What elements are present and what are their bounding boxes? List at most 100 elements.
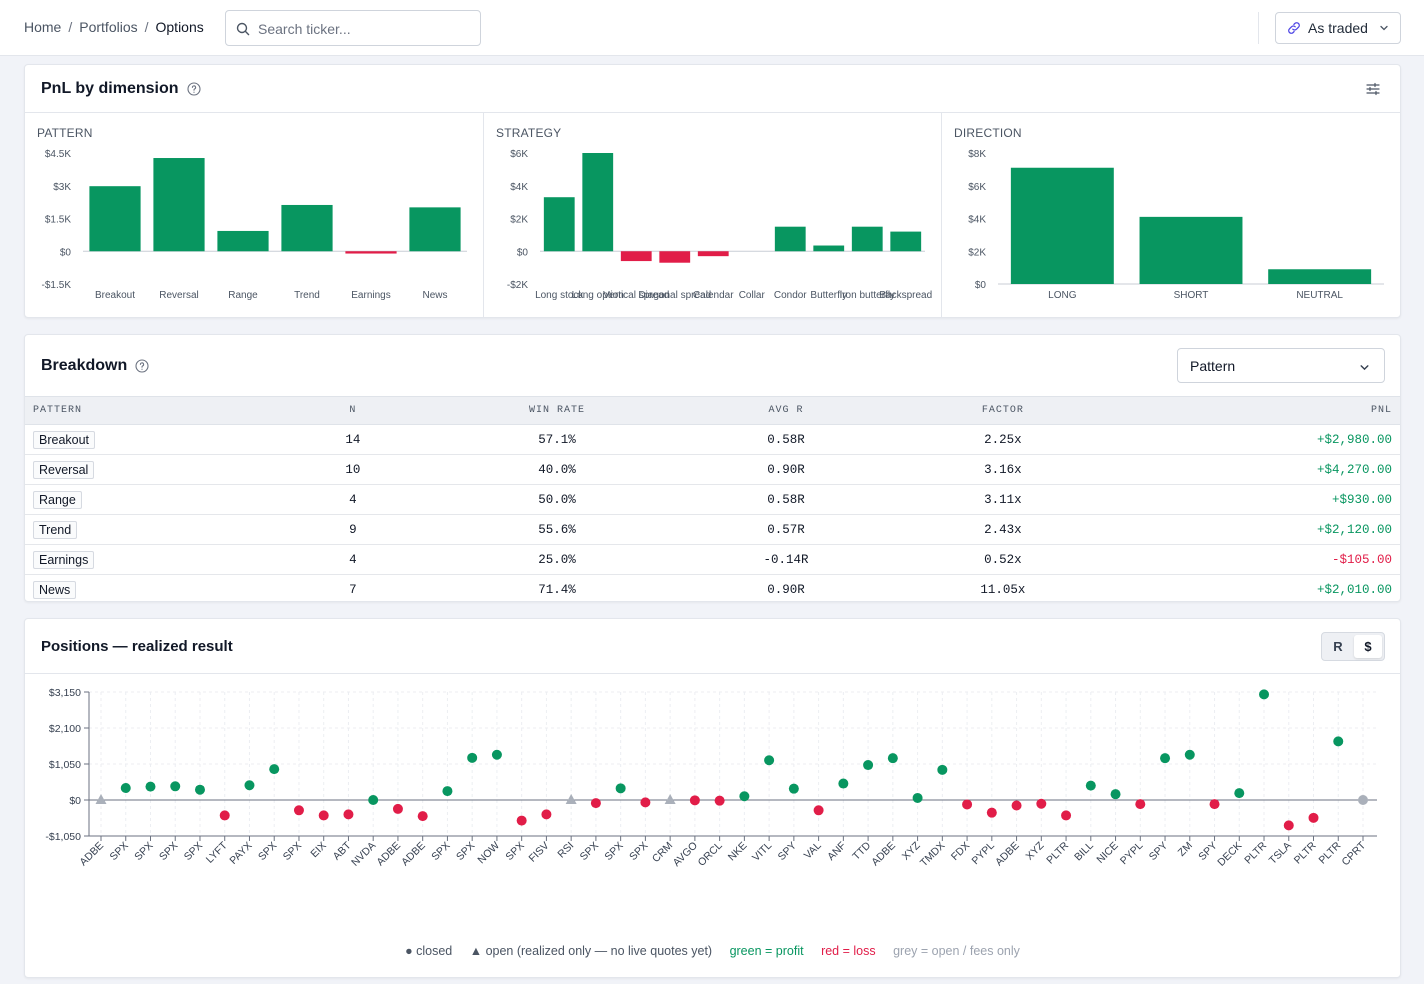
help-icon[interactable] [135,359,149,373]
bar[interactable] [89,186,141,252]
position-point[interactable] [1358,795,1368,805]
position-point[interactable] [244,780,255,791]
search-box[interactable] [225,10,481,46]
position-point[interactable] [417,811,428,822]
position-point[interactable] [838,778,849,789]
breadcrumb-home[interactable]: Home [24,19,62,35]
x-tick-label: Breakout [95,290,135,301]
position-point[interactable] [541,809,552,820]
search-input[interactable] [258,19,473,39]
position-point[interactable] [1110,789,1121,800]
position-point[interactable] [962,799,973,810]
col-header[interactable]: PATTERN [25,396,184,425]
bar[interactable] [1010,167,1114,284]
position-point[interactable] [1085,780,1096,791]
col-header[interactable]: N [183,396,523,425]
breadcrumb-portfolios[interactable]: Portfolios [79,19,138,35]
table-row[interactable]: Reversal 10 40.0% 0.90R 3.16x +$4,270.00 [25,454,1400,485]
position-point[interactable] [1036,798,1047,809]
position-point[interactable] [318,810,329,821]
position-point[interactable] [120,783,131,793]
position-point[interactable] [467,752,478,763]
position-point[interactable] [269,764,280,775]
bar[interactable] [345,251,397,254]
r-toggle-button[interactable]: R [1333,639,1343,654]
position-point[interactable] [739,791,750,802]
x-tick-label: SPX [108,840,131,863]
position-point[interactable] [442,786,453,797]
position-point[interactable] [714,795,725,806]
panel-divider [483,113,484,317]
mode-dropdown[interactable]: As traded [1275,12,1401,44]
position-point[interactable] [615,783,626,794]
open-position-marker[interactable] [95,794,107,804]
position-point[interactable] [1184,749,1195,760]
open-position-marker[interactable] [664,794,676,804]
table-row[interactable]: News 7 71.4% 0.90R 11.05x +$2,010.00 [25,575,1400,605]
position-point[interactable] [170,781,181,792]
bar[interactable] [543,197,575,252]
bar[interactable] [281,204,333,252]
position-point[interactable] [219,810,230,821]
col-header[interactable]: FACTOR [980,396,1026,425]
settings-sliders-icon[interactable] [1366,82,1380,96]
bar[interactable] [890,231,922,252]
position-point[interactable] [887,753,898,764]
position-point[interactable] [1160,753,1171,764]
position-point[interactable] [293,805,304,816]
position-point[interactable] [1234,788,1245,799]
position-point[interactable] [1135,799,1146,810]
y-tick-label: $2K [510,215,528,226]
position-point[interactable] [912,792,923,803]
position-point[interactable] [788,783,799,794]
position-point[interactable] [813,805,824,816]
col-header[interactable]: WIN RATE [522,396,592,425]
bar[interactable] [1268,269,1372,284]
position-point[interactable] [491,749,502,760]
position-point[interactable] [1333,736,1344,747]
position-point[interactable] [1011,800,1022,811]
position-point[interactable] [145,781,156,792]
position-point[interactable] [590,798,601,809]
table-row[interactable]: Breakout 14 57.1% 0.58R 2.25x +$2,980.00 [25,424,1400,455]
x-tick-label: Diagonal spread [638,290,711,301]
open-position-marker[interactable] [565,794,577,804]
position-point[interactable] [516,815,527,826]
bar[interactable] [697,251,729,257]
position-point[interactable] [640,797,651,808]
bar[interactable] [620,251,652,262]
position-point[interactable] [764,755,775,766]
col-header[interactable]: AVG R [591,396,981,425]
bar[interactable] [659,251,691,263]
table-row[interactable]: Trend 9 55.6% 0.57R 2.43x +$2,120.00 [25,514,1400,545]
position-point[interactable] [863,760,874,771]
group-by-select[interactable]: Pattern [1177,348,1385,383]
position-point[interactable] [343,809,354,820]
bar[interactable] [1139,216,1243,284]
position-point[interactable] [392,803,403,814]
position-point[interactable] [1283,820,1294,831]
position-point[interactable] [194,784,205,795]
bar[interactable] [153,158,205,252]
position-point[interactable] [689,795,700,806]
bar[interactable] [582,153,614,252]
bar[interactable] [851,226,883,252]
position-point[interactable] [1259,689,1270,700]
bar[interactable] [813,245,845,252]
table-row[interactable]: Range 4 50.0% 0.58R 3.11x +$930.00 [25,484,1400,515]
col-header[interactable]: PNL [1025,396,1400,425]
position-point[interactable] [1061,810,1072,821]
position-point[interactable] [937,764,948,775]
n-value: 14 [345,432,361,447]
table-row[interactable]: Earnings 4 25.0% -0.14R 0.52x -$105.00 [25,544,1400,575]
dollar-toggle-button[interactable]: $ [1354,635,1382,658]
help-icon[interactable] [186,82,201,96]
x-tick-label: Vertical spread [603,290,669,301]
position-point[interactable] [368,795,379,805]
position-point[interactable] [986,807,997,818]
position-point[interactable] [1209,799,1220,810]
bar[interactable] [217,230,269,252]
position-point[interactable] [1308,812,1319,823]
bar[interactable] [409,207,461,252]
bar[interactable] [774,226,806,252]
